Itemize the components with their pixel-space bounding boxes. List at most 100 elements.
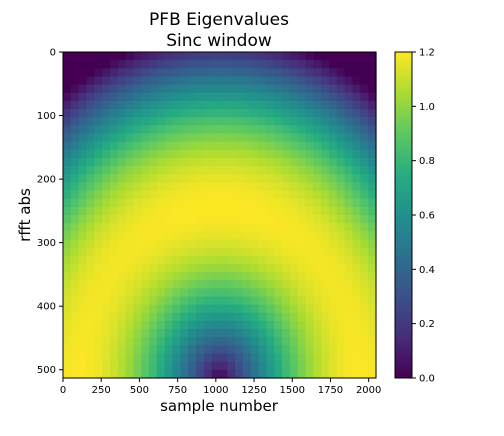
- heatmap-cell: [297, 272, 307, 281]
- heatmap-cell: [196, 182, 205, 192]
- heatmap-cell: [78, 174, 88, 183]
- heatmap-cell: [109, 76, 119, 86]
- heatmap-cell: [94, 353, 103, 363]
- heatmap-cell: [78, 272, 88, 281]
- heatmap-cell: [156, 255, 166, 265]
- heatmap-cell: [117, 60, 127, 69]
- heatmap-cell: [235, 337, 244, 346]
- heatmap-cell: [156, 109, 166, 118]
- heatmap-cell: [289, 255, 299, 265]
- heatmap-cell: [102, 190, 111, 200]
- heatmap-cell: [172, 76, 181, 86]
- heatmap-cell: [63, 174, 72, 183]
- heatmap-cell: [211, 345, 221, 355]
- heatmap-cell: [282, 223, 291, 232]
- heatmap-cell: [156, 247, 166, 257]
- heatmap-cell: [227, 304, 236, 314]
- heatmap-cell: [297, 288, 307, 298]
- heatmap-cell: [360, 263, 369, 273]
- heatmap-cell: [70, 190, 80, 200]
- heatmap-cell: [235, 190, 244, 200]
- heatmap-cell: [117, 100, 127, 110]
- heatmap-cell: [274, 263, 283, 273]
- heatmap-cell: [282, 141, 291, 151]
- heatmap-cell: [133, 149, 142, 159]
- heatmap-cell: [250, 109, 260, 118]
- heatmap-cell: [321, 182, 330, 192]
- heatmap-cell: [227, 329, 236, 338]
- heatmap-cell: [250, 117, 260, 126]
- heatmap-cell: [321, 369, 330, 379]
- heatmap-cell: [250, 84, 260, 94]
- heatmap-cell: [141, 76, 150, 86]
- heatmap-cell: [86, 255, 95, 265]
- heatmap-cell: [266, 353, 275, 363]
- heatmap-cell: [172, 149, 181, 159]
- heatmap-cell: [297, 215, 307, 224]
- heatmap-cell: [86, 296, 95, 306]
- heatmap-cell: [63, 288, 72, 298]
- heatmap-cell: [172, 133, 181, 143]
- heatmap-cell: [102, 272, 111, 281]
- heatmap-cell: [250, 149, 260, 159]
- heatmap-cell: [336, 345, 346, 355]
- heatmap-cell: [203, 52, 213, 61]
- heatmap-cell: [156, 263, 166, 273]
- heatmap-cell: [86, 312, 95, 322]
- heatmap-cell: [70, 361, 80, 371]
- heatmap-cell: [336, 52, 346, 61]
- heatmap-cell: [164, 345, 174, 355]
- heatmap-cell: [164, 76, 174, 86]
- heatmap-cell: [266, 190, 275, 200]
- heatmap-cell: [109, 369, 119, 379]
- heatmap-cell: [235, 157, 244, 167]
- heatmap-cell: [258, 215, 268, 224]
- heatmap-cell: [336, 149, 346, 159]
- heatmap-cell: [86, 109, 95, 118]
- heatmap-cell: [305, 141, 314, 151]
- heatmap-cell: [78, 52, 88, 61]
- heatmap-cell: [258, 52, 268, 61]
- heatmap-cell: [274, 288, 283, 298]
- heatmap-cell: [125, 272, 135, 281]
- heatmap-cell: [125, 182, 135, 192]
- heatmap-cell: [156, 369, 166, 379]
- heatmap-cell: [360, 329, 369, 338]
- heatmap-cell: [313, 223, 322, 232]
- heatmap-cell: [94, 312, 103, 322]
- heatmap-cell: [188, 312, 197, 322]
- heatmap-cell: [211, 337, 221, 346]
- heatmap-cell: [321, 92, 330, 102]
- y-tick-label: 0: [50, 48, 56, 59]
- x-tick-label: 750: [168, 385, 187, 396]
- heatmap-cell: [219, 353, 228, 363]
- heatmap-cell: [70, 337, 80, 346]
- heatmap-cell: [368, 345, 377, 355]
- heatmap-cell: [133, 174, 142, 183]
- heatmap-cell: [242, 296, 252, 306]
- heatmap-cell: [188, 100, 197, 110]
- heatmap-cell: [86, 215, 95, 224]
- heatmap-cell: [78, 320, 88, 330]
- heatmap-cell: [70, 133, 80, 143]
- heatmap-cell: [289, 345, 299, 355]
- heatmap-cell: [211, 272, 221, 281]
- heatmap-cell: [250, 60, 260, 69]
- heatmap-cell: [235, 312, 244, 322]
- heatmap-cell: [352, 304, 361, 314]
- heatmap-cell: [305, 149, 314, 159]
- heatmap-cell: [305, 157, 314, 167]
- heatmap-cell: [156, 125, 166, 135]
- heatmap-cell: [352, 100, 361, 110]
- heatmap-cell: [305, 174, 314, 183]
- heatmap-cell: [188, 157, 197, 167]
- heatmap-cell: [109, 223, 119, 232]
- heatmap-cell: [188, 272, 197, 281]
- heatmap-cell: [329, 100, 338, 110]
- heatmap-cell: [94, 84, 103, 94]
- heatmap-cell: [149, 369, 158, 379]
- heatmap-cell: [344, 190, 354, 200]
- heatmap-cell: [274, 141, 283, 151]
- heatmap-cell: [211, 141, 221, 151]
- heatmap-cell: [188, 84, 197, 94]
